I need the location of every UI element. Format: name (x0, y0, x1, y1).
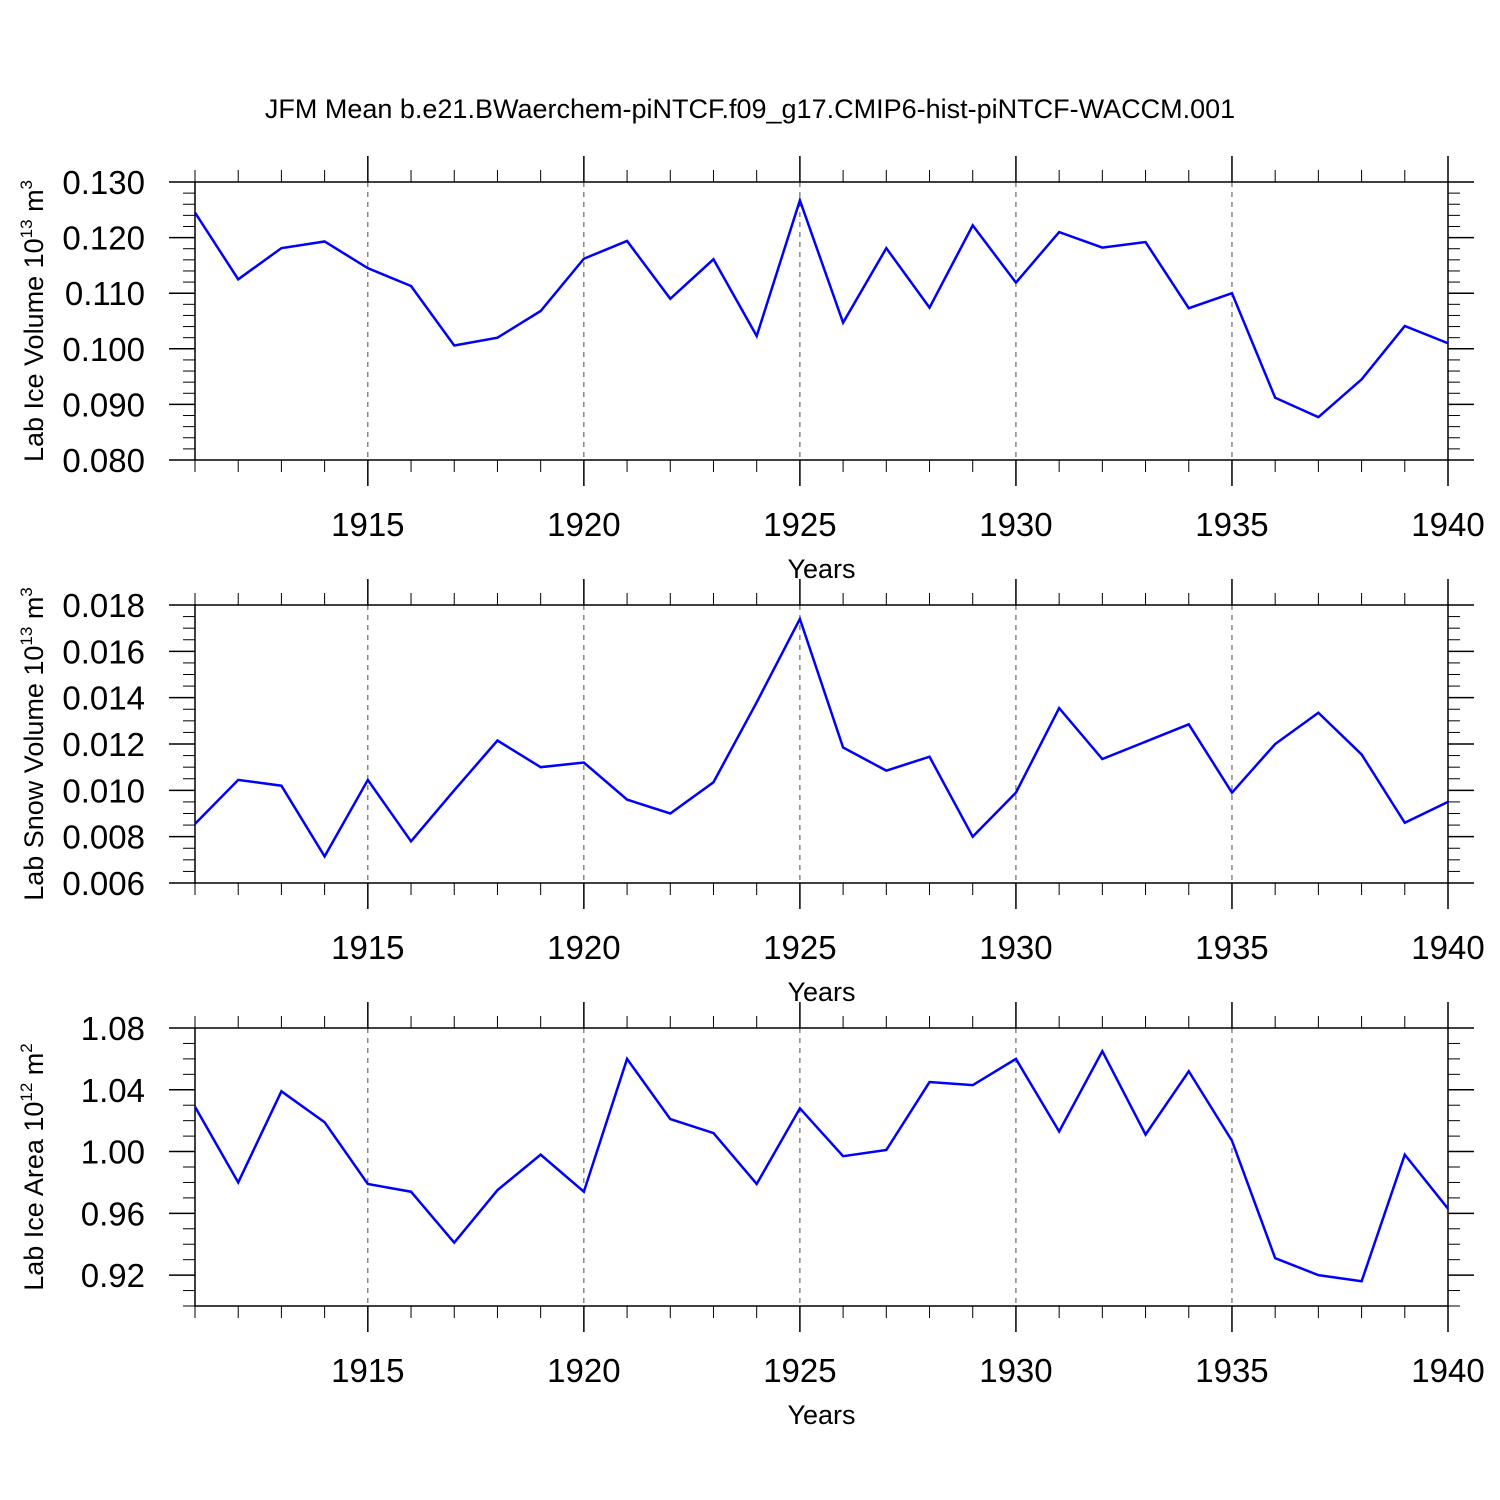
y-tick-label: 0.018 (62, 587, 145, 624)
y-axis-label-unit: m (19, 1053, 49, 1083)
y-tick-label: 0.014 (62, 680, 145, 717)
x-tick-label: 1915 (331, 929, 404, 966)
x-tick-label: 1920 (547, 1352, 620, 1389)
chart-title: JFM Mean b.e21.BWaerchem-piNTCF.f09_g17.… (265, 94, 1235, 124)
x-tick-label: 1935 (1195, 506, 1268, 543)
y-tick-label: 0.090 (62, 386, 145, 423)
y-tick-label: 0.010 (62, 772, 145, 809)
y-tick-label: 0.100 (62, 331, 145, 368)
y-axis-label: Lab Ice Area 1012 m2 (17, 1043, 49, 1291)
x-axis-label: Years (787, 554, 855, 584)
x-tick-label: 1925 (763, 929, 836, 966)
series-line-1 (193, 196, 1449, 419)
series-line-1 (193, 1048, 1449, 1283)
y-tick-label: 0.012 (62, 726, 145, 763)
x-tick-label: 1920 (547, 506, 620, 543)
y-tick-label: 1.04 (81, 1072, 145, 1109)
y-axis-label-unit: m (19, 189, 49, 219)
panel-1: 1915 1920 1925 1930 1935 1940 0.080 0.090 0.100 0… (17, 156, 1485, 584)
y-axis-label-text: Lab Ice Volume 10 (19, 238, 49, 462)
y-axis-label-exponent: 12 (17, 1083, 36, 1102)
y-tick-label: 0.110 (65, 275, 145, 312)
y-axis-label-unit-exponent: 3 (17, 587, 36, 596)
x-tick-label: 1915 (331, 1352, 404, 1389)
x-tick-label: 1930 (979, 506, 1052, 543)
x-tick-label: 1930 (979, 1352, 1052, 1389)
x-axis-label: Years (787, 1400, 855, 1430)
x-tick-label: 1915 (331, 506, 404, 543)
panel-2: 1915 1920 1925 1930 1935 1940 0.006 0.008 0.010 0… (17, 579, 1485, 1007)
y-tick-label: 0.92 (81, 1257, 145, 1294)
series-line-1 (194, 615, 1449, 859)
y-tick-label: 1.08 (81, 1010, 145, 1047)
x-tick-label: 1940 (1411, 506, 1484, 543)
y-axis-label-exponent: 13 (17, 627, 36, 646)
panels: 1915 1920 1925 1930 1935 1940 0.080 0.090 0.100 0… (17, 156, 1485, 1430)
x-tick-label: 1940 (1411, 1352, 1484, 1389)
y-axis-label-text: Lab Snow Volume 10 (19, 646, 49, 901)
x-tick-label: 1925 (763, 506, 836, 543)
y-axis-label-unit: m (19, 597, 49, 627)
x-tick-label: 1935 (1195, 929, 1268, 966)
y-axis-label-text: Lab Ice Area 10 (19, 1102, 49, 1291)
plot-frame (194, 1027, 1449, 1307)
x-tick-label: 1930 (979, 929, 1052, 966)
y-tick-label: 0.96 (81, 1195, 145, 1232)
x-tick-label: 1925 (763, 1352, 836, 1389)
y-tick-label: 1.00 (81, 1134, 145, 1171)
y-axis-label: Lab Snow Volume 1013 m3 (17, 587, 49, 901)
plot-frame (194, 181, 1449, 461)
y-tick-label: 0.006 (62, 865, 145, 902)
plot-frame (194, 604, 1449, 884)
y-axis-label-exponent: 13 (17, 219, 36, 238)
y-axis-label-unit-exponent: 2 (17, 1043, 36, 1052)
x-tick-label: 1920 (547, 929, 620, 966)
y-axis-label: Lab Ice Volume 1013 m3 (17, 180, 49, 462)
y-axis-label-unit-exponent: 3 (17, 180, 36, 189)
y-tick-label: 0.080 (62, 442, 145, 479)
x-axis-label: Years (787, 977, 855, 1007)
y-tick-label: 0.120 (62, 220, 145, 257)
y-tick-label: 0.016 (62, 633, 145, 670)
x-tick-label: 1935 (1195, 1352, 1268, 1389)
x-tick-label: 1940 (1411, 929, 1484, 966)
panel-3: 1915 1920 1925 1930 1935 1940 0.92 0.96 1.00 1.04… (17, 1002, 1485, 1430)
y-tick-label: 0.008 (62, 819, 145, 856)
y-tick-label: 0.130 (62, 164, 145, 201)
